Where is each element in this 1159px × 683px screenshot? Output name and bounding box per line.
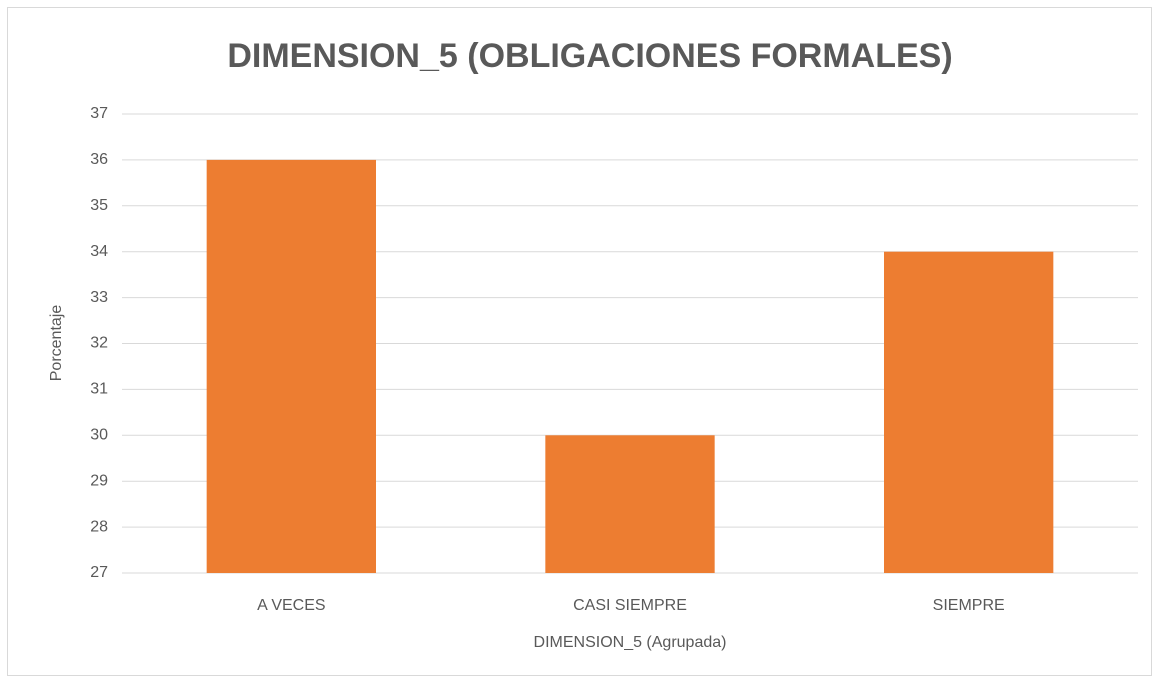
- y-axis-title: Porcentaje: [48, 305, 65, 382]
- y-tick-label: 30: [90, 427, 108, 444]
- y-tick-label: 35: [90, 197, 108, 214]
- x-tick-label: SIEMPRE: [933, 597, 1005, 614]
- y-tick-label: 33: [90, 289, 108, 306]
- x-tick-label: CASI SIEMPRE: [573, 597, 687, 614]
- y-tick-label: 32: [90, 335, 108, 352]
- bar: [884, 251, 1054, 573]
- y-tick-label: 28: [90, 518, 108, 535]
- bar: [206, 159, 376, 573]
- chart-title: DIMENSION_5 (OBLIGACIONES FORMALES): [227, 37, 952, 75]
- x-axis-title: DIMENSION_5 (Agrupada): [534, 634, 727, 651]
- y-tick-label: 34: [90, 243, 108, 260]
- bar: [545, 435, 715, 573]
- y-tick-label: 29: [90, 472, 108, 489]
- y-tick-label: 37: [90, 105, 108, 122]
- y-tick-label: 36: [90, 151, 108, 168]
- y-tick-label: 31: [90, 381, 108, 398]
- y-tick-label: 27: [90, 564, 108, 581]
- x-tick-label: A VECES: [257, 597, 325, 614]
